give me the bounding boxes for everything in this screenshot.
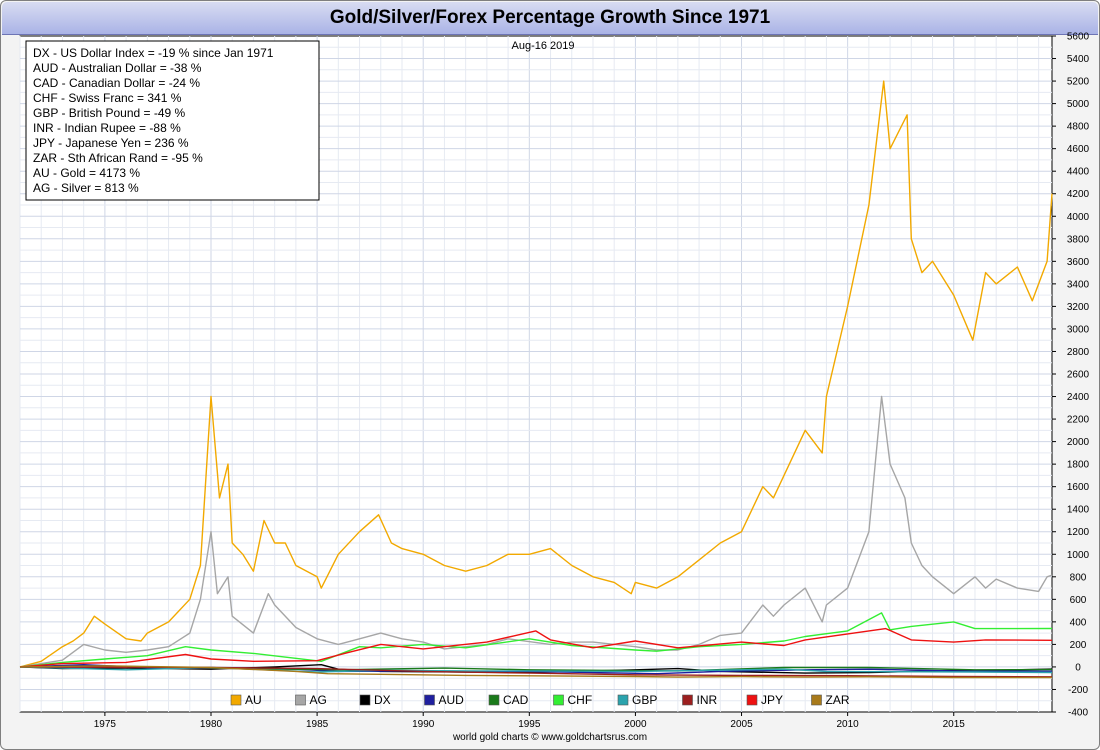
x-tick-label: 1985 [306, 719, 329, 730]
legend-label-cad: CAD [503, 693, 529, 707]
y-tick-label: 800 [1070, 572, 1087, 583]
stats-box-line: CHF - Swiss Franc = 341 % [33, 91, 182, 105]
legend-label-ag: AG [310, 693, 327, 707]
y-tick-label: 4600 [1067, 144, 1090, 155]
y-tick-label: 200 [1070, 640, 1087, 651]
y-tick-label: 5600 [1067, 32, 1090, 43]
stats-box-line: JPY - Japanese Yen = 236 % [33, 136, 189, 150]
legend-label-inr: INR [697, 693, 718, 707]
y-tick-label: 1000 [1067, 550, 1090, 561]
legend-label-aud: AUD [439, 693, 465, 707]
y-tick-label: 1800 [1067, 460, 1090, 471]
stats-box-line: INR - Indian Rupee = -88 % [33, 121, 181, 135]
stats-box [25, 40, 320, 201]
series-line-inr [19, 666, 1053, 678]
series-line-chf [19, 612, 1053, 668]
legend-label-dx: DX [374, 693, 391, 707]
y-tick-label: 3000 [1067, 324, 1090, 335]
stats-box-line: AG - Silver = 813 % [33, 181, 139, 195]
x-tick-label: 1990 [412, 719, 435, 730]
legend-swatch-dx [359, 694, 371, 706]
legend-label-jpy: JPY [761, 693, 783, 707]
y-tick-label: 2600 [1067, 370, 1090, 381]
legend-swatch-gbp [617, 694, 629, 706]
stats-box-line: GBP - British Pound = -49 % [33, 106, 186, 120]
stats-box-line: AUD - Australian Dollar = -38 % [33, 61, 202, 75]
y-tick-label: 3400 [1067, 279, 1090, 290]
title-bar: Gold/Silver/Forex Percentage Growth Sinc… [2, 2, 1098, 35]
y-tick-label: 5200 [1067, 77, 1090, 88]
y-tick-label: 4200 [1067, 189, 1090, 200]
y-tick-label: 2800 [1067, 347, 1090, 358]
y-tick-label: -200 [1068, 685, 1088, 696]
y-tick-label: -400 [1068, 708, 1088, 719]
y-tick-label: 600 [1070, 595, 1087, 606]
y-tick-label: 1600 [1067, 482, 1090, 493]
series-line-jpy [19, 627, 1053, 668]
legend-label-gbp: GBP [632, 693, 657, 707]
y-tick-label: 1400 [1067, 505, 1090, 516]
x-tick-label: 2005 [730, 719, 753, 730]
series-line-au [19, 80, 1053, 668]
legend-swatch-cad [488, 694, 500, 706]
legend-swatch-ag [295, 694, 306, 706]
y-tick-label: 5400 [1067, 54, 1090, 65]
legend-swatch-inr [682, 694, 693, 706]
y-tick-label: 5000 [1067, 99, 1090, 110]
legend-swatch-chf [553, 694, 564, 706]
x-tick-label: 2015 [943, 719, 966, 730]
y-tick-label: 1200 [1067, 527, 1090, 538]
stats-box-line: DX - US Dollar Index = -19 % since Jan 1… [33, 46, 274, 60]
x-tick-label: 1995 [518, 719, 541, 730]
y-tick-label: 2200 [1067, 415, 1090, 426]
x-tick-label: 2000 [624, 719, 647, 730]
y-tick-label: 3200 [1067, 302, 1090, 313]
y-tick-label: 4800 [1067, 122, 1090, 133]
y-tick-label: 0 [1075, 662, 1081, 673]
legend-label-au: AU [245, 693, 262, 707]
y-tick-label: 3800 [1067, 234, 1090, 245]
chart-footer: world gold charts © www.goldchartsrus.co… [452, 732, 648, 743]
legend-label-zar: ZAR [826, 693, 850, 707]
stats-box-line: CAD - Canadian Dollar = -24 % [33, 76, 200, 90]
legend-swatch-zar [811, 694, 822, 706]
x-tick-label: 1975 [94, 719, 117, 730]
legend-swatch-jpy [746, 694, 758, 706]
y-tick-label: 4000 [1067, 212, 1090, 223]
series-line-zar [19, 665, 1053, 679]
legend-label-chf: CHF [568, 693, 593, 707]
date-label: Aug-16 2019 [512, 40, 575, 52]
y-tick-label: 400 [1070, 617, 1087, 628]
x-tick-label: 1980 [200, 719, 223, 730]
stats-box-line: AU - Gold = 4173 % [33, 166, 140, 180]
y-tick-label: 2000 [1067, 437, 1090, 448]
legend-swatch-au [230, 694, 242, 706]
stats-box-line: ZAR - Sth African Rand = -95 % [33, 151, 203, 165]
y-tick-label: 3600 [1067, 257, 1090, 268]
chart-title: Gold/Silver/Forex Percentage Growth Sinc… [329, 7, 771, 28]
y-tick-label: 2400 [1067, 392, 1090, 403]
x-tick-label: 2010 [837, 719, 860, 730]
legend-swatch-aud [424, 694, 435, 706]
y-tick-label: 4400 [1067, 167, 1090, 178]
